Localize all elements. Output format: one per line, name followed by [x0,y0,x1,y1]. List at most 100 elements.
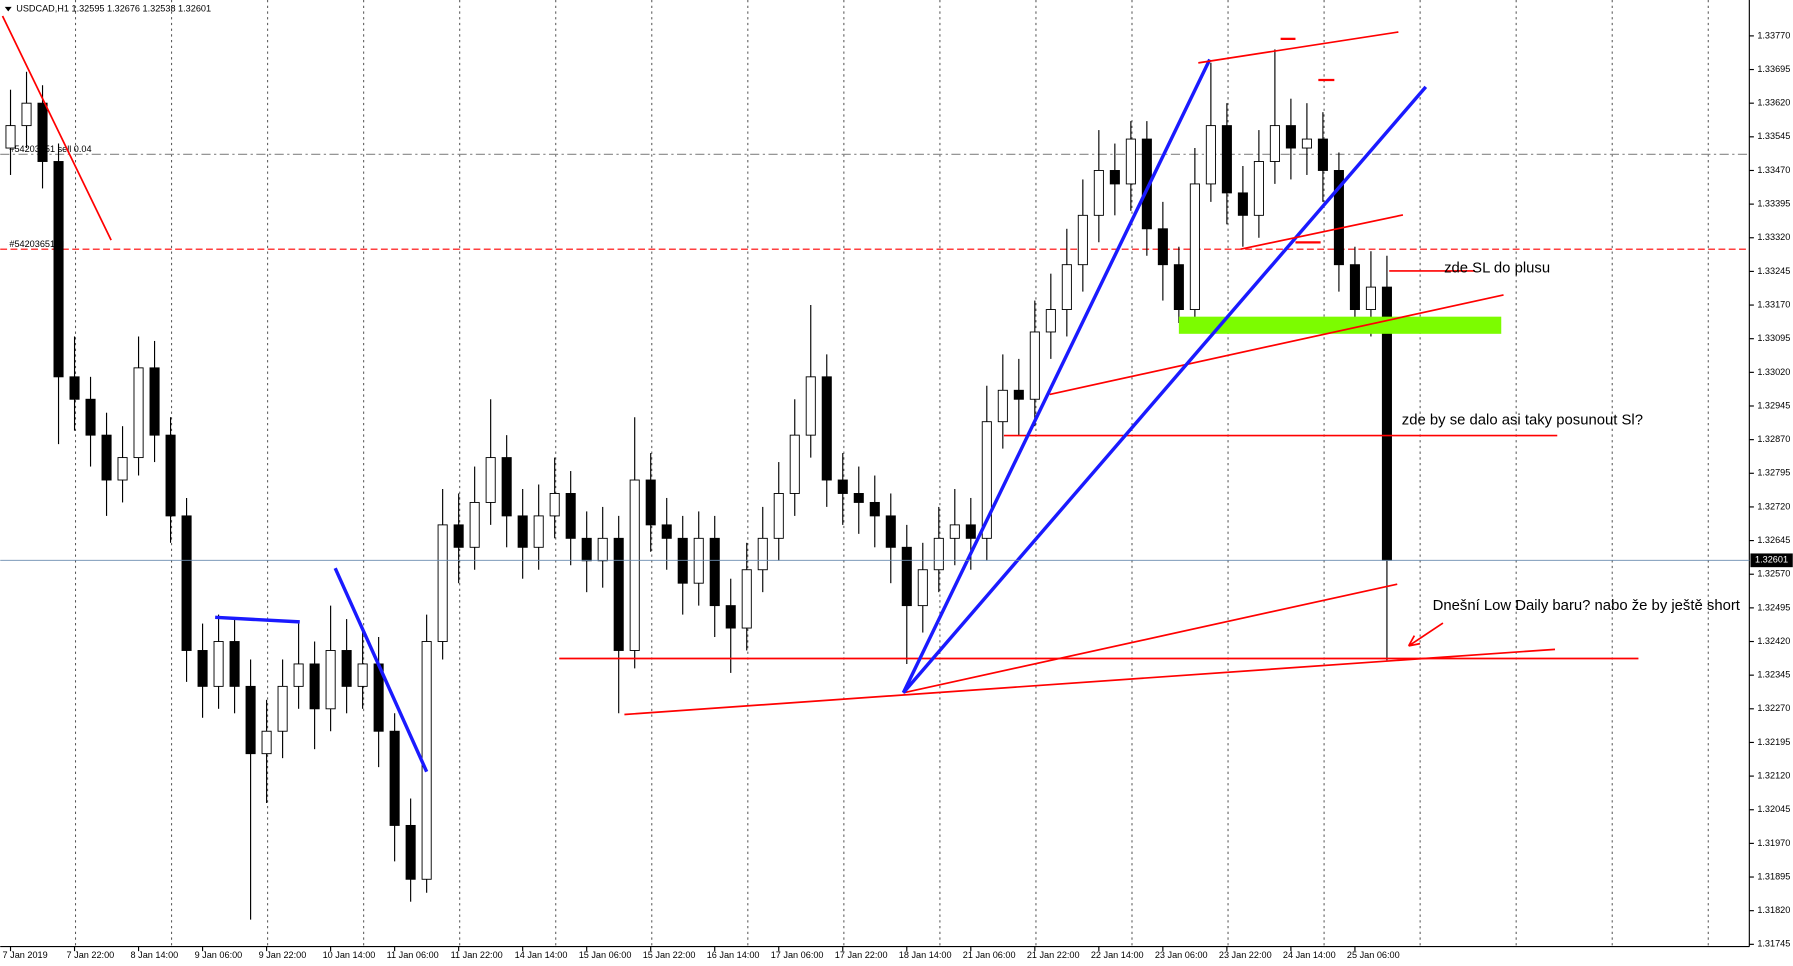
bear-body [341,650,352,687]
y-tick-label: 1.32945 [1757,400,1790,410]
trend-line [215,615,300,624]
x-tick-label: 24 Jan 14:00 [1283,950,1336,960]
bear-body [581,537,592,562]
x-tick-label: 7 Jan 22:00 [67,950,115,960]
menu-triangle [4,6,12,12]
y-tick-label: 1.31970 [1757,838,1790,848]
bear-body [1013,389,1024,400]
bull-body [261,730,272,755]
trend-line [903,583,1398,694]
order-label: #54203651 sell 0.04 [9,144,91,154]
y-tick-label: 1.32645 [1757,535,1790,545]
bull-body [629,479,640,651]
bear-body [309,663,320,710]
price-tag-label: 1.32601 [1755,555,1788,565]
bear-body [901,546,912,607]
bull-body [1061,264,1072,310]
y-tick-label: 1.33545 [1757,131,1790,141]
x-tick-label: 7 Jan 2019 [3,950,48,960]
bear-body [965,524,976,539]
bull-body [933,537,944,571]
y-tick-label: 1.32495 [1757,602,1790,612]
bull-body [773,493,784,539]
x-tick-label: 25 Jan 06:00 [1347,950,1400,960]
candles [5,49,1392,920]
bear-body [389,730,400,826]
bull-body [469,501,480,548]
bull-body [357,663,368,687]
bull-body [293,663,304,687]
x-tick-label: 22 Jan 14:00 [1091,950,1144,960]
y-tick-label: 1.32870 [1757,434,1790,444]
order-lines: #54203651 sell 0.04 #54203651 sl [0,144,1750,250]
y-tick-label: 1.32795 [1757,468,1790,478]
bear-body [149,367,160,436]
trend-line [333,567,429,773]
bull-body [1269,125,1280,162]
bear-body [1141,138,1152,230]
bull-body [549,493,560,517]
x-tick-label: 10 Jan 14:00 [323,950,376,960]
bull-body [325,650,336,710]
trend-line [902,85,1428,694]
bear-body [1237,192,1248,216]
y-tick-label: 1.33695 [1757,64,1790,74]
bear-body [1285,125,1296,149]
bull-body [917,569,928,607]
trend-line [624,648,1556,716]
bull-body [949,524,960,539]
y-tick-label: 1.33170 [1757,299,1790,309]
bull-body [1189,183,1200,310]
x-tick-label: 15 Jan 22:00 [643,950,696,960]
y-tick-label: 1.33470 [1757,165,1790,175]
y-tick-label: 1.31895 [1757,871,1790,881]
bear-body [245,685,256,755]
bull-body [805,376,816,436]
bear-body [821,376,832,481]
bull-body [1029,331,1040,400]
y-tick-label: 1.33770 [1757,30,1790,40]
trend-line [901,58,1212,694]
y-tick-label: 1.32420 [1757,636,1790,646]
y-tick-label: 1.33320 [1757,232,1790,242]
bull-body [213,641,224,687]
bear-body [709,537,720,607]
x-tick-label: 17 Jan 06:00 [771,950,824,960]
y-tick-label: 1.32345 [1757,670,1790,680]
y-tick-label: 1.31745 [1757,939,1790,949]
bear-body [85,398,96,436]
bull-body [997,389,1008,423]
bull-body [1077,214,1088,266]
bear-body [69,376,80,400]
bear-body [517,515,528,548]
bull-body [1301,138,1312,149]
bear-body [885,515,896,548]
bear-body [725,605,736,629]
x-tick-label: 21 Jan 22:00 [1027,950,1080,960]
bear-body [181,515,192,651]
bear-body [613,537,624,651]
x-tick-label: 14 Jan 14:00 [515,950,568,960]
chart-title: USDCAD,H1 1.32595 1.32676 1.32538 1.3260… [16,4,211,14]
y-tick-label: 1.31820 [1757,905,1790,915]
trend-line [1,15,112,241]
bull-body [597,537,608,562]
x-tick-label: 21 Jan 06:00 [963,950,1016,960]
bull-body [789,434,800,494]
bear-body [1173,264,1184,310]
bull-body [741,569,752,629]
bear-body [661,524,672,539]
y-tick-label: 1.32045 [1757,804,1790,814]
y-tick-label: 1.32120 [1757,771,1790,781]
bear-body [101,434,112,481]
x-tick-label: 18 Jan 14:00 [899,950,952,960]
bull-body [533,515,544,548]
x-tick-label: 11 Jan 22:00 [451,950,503,960]
bear-body [229,641,240,687]
bear-body [501,457,512,517]
bear-body [565,493,576,539]
x-tick-label: 15 Jan 06:00 [579,950,632,960]
